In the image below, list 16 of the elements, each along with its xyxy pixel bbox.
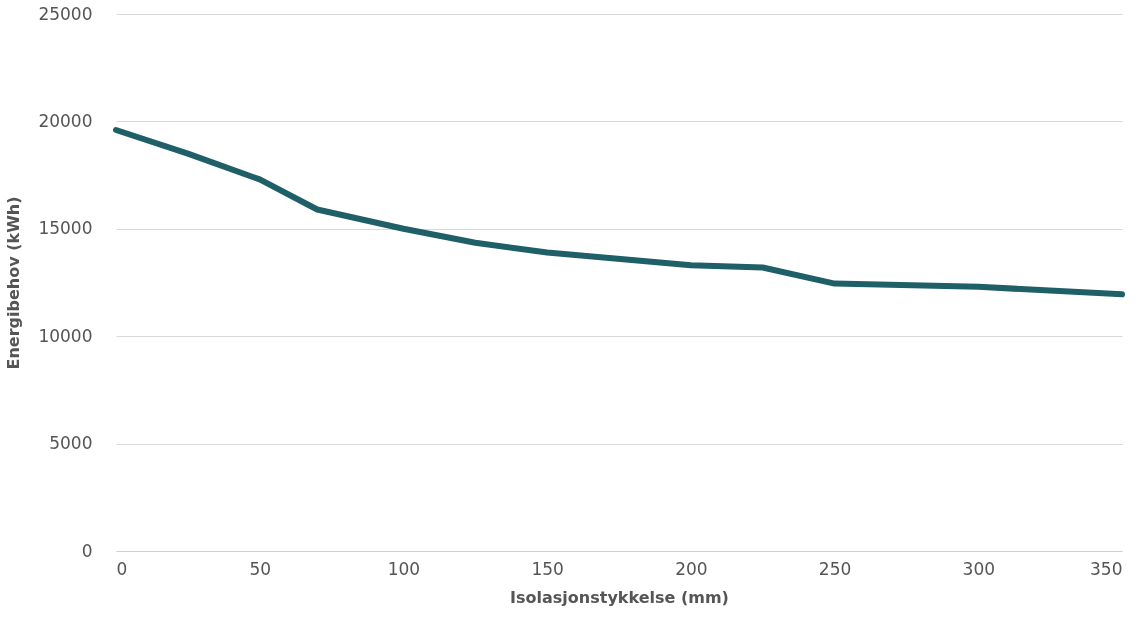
y-tick-label: 25000 [38,3,93,24]
y-tick-label: 10000 [38,325,93,346]
y-tick-label: 20000 [38,110,93,131]
y-tick-label: 0 [81,540,93,561]
x-tick-label: 50 [249,558,272,579]
y-tick-label: 15000 [38,218,93,239]
x-tick-label: 0 [116,558,128,579]
x-tick-label: 200 [675,558,708,579]
y-axis-title: Energibehov (kWh) [4,196,24,370]
y-tick-label: 5000 [49,433,93,454]
x-tick-label: 150 [531,558,564,579]
x-tick-label: 100 [387,558,421,579]
x-tick-label: 350 [1090,558,1123,579]
x-tick-label: 300 [962,558,996,579]
x-axis-title: Isolasjonstykkelse (mm) [510,587,729,607]
x-tick-label: 250 [818,558,852,579]
